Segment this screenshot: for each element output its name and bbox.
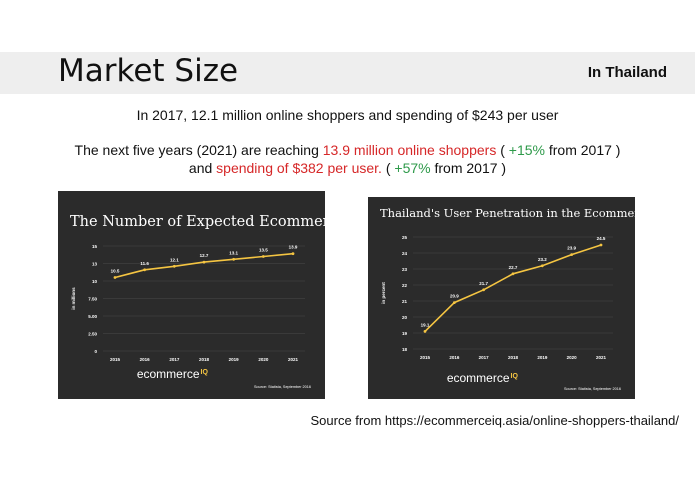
- data-point: [261, 255, 265, 258]
- forecast-line-1: The next five years (2021) are reaching …: [0, 141, 695, 159]
- x-tick-label: 2016: [449, 355, 460, 360]
- x-tick-label: 2018: [508, 355, 519, 360]
- chart-source-note: Source: Statista, September 2016: [564, 387, 621, 391]
- x-tick-label: 2015: [420, 355, 431, 360]
- slide-title: Market Size: [58, 53, 239, 89]
- forecast-text-3: from 2017 ): [544, 142, 621, 158]
- chart-source-note: Source: Statista, September 2016: [254, 385, 311, 389]
- x-tick-label: 2019: [537, 355, 548, 360]
- data-label: 13.5: [259, 248, 268, 253]
- data-label: 12.1: [170, 257, 179, 262]
- data-point: [570, 253, 574, 256]
- data-point: [423, 330, 427, 333]
- brand-logo-suffix: IQ: [511, 373, 519, 380]
- brand-logo-suffix: IQ: [201, 369, 209, 376]
- forecast-shoppers-growth: +15%: [508, 142, 545, 158]
- x-tick-label: 2015: [110, 357, 121, 362]
- forecast-text: The next five years (2021) are reaching …: [0, 141, 695, 177]
- series-line: [424, 244, 602, 332]
- x-tick-label: 2017: [479, 355, 490, 360]
- summary-text: In 2017, 12.1 million online shoppers an…: [136, 107, 559, 123]
- chart-expected-users: The Number of Expected Ecommerce Users 0 2…: [58, 191, 325, 399]
- y-tick-label: 24: [402, 251, 408, 256]
- data-point: [511, 272, 515, 276]
- y-axis-label: in millions: [71, 287, 76, 310]
- y-tick-label: 0: [94, 349, 97, 354]
- forecast-shoppers: 13.9 million online shoppers: [322, 142, 497, 158]
- data-point: [540, 264, 544, 268]
- data-label: 23.9: [567, 246, 576, 251]
- y-tick-label: 2.50: [88, 332, 97, 337]
- source-text: Source from https://ecommerceiq.asia/onl…: [310, 413, 679, 428]
- y-tick-label: 18: [402, 347, 408, 352]
- data-point: [143, 268, 147, 272]
- data-point: [452, 301, 456, 304]
- brand-logo: ecommerce: [447, 371, 510, 385]
- data-point: [202, 260, 206, 264]
- data-point: [172, 264, 176, 268]
- y-tick-label: 13: [92, 262, 98, 267]
- forecast-text-2: (: [496, 142, 509, 158]
- y-tick-label: 23: [402, 267, 408, 272]
- data-label: 13.9: [289, 245, 298, 250]
- data-point: [232, 257, 236, 261]
- y-tick-label: 21: [402, 299, 408, 304]
- data-label: 10.5: [111, 269, 120, 274]
- data-point: [482, 288, 486, 292]
- forecast-text-5: (: [381, 160, 395, 176]
- region-label: In Thailand: [587, 64, 667, 81]
- brand-logo: ecommerce: [137, 367, 200, 381]
- data-label: 20.9: [450, 294, 459, 299]
- y-tick-label: 25: [402, 235, 408, 240]
- forecast-spending: spending of $382 per user.: [216, 160, 382, 176]
- x-tick-label: 2016: [140, 357, 151, 362]
- forecast-spending-growth: +57%: [394, 160, 431, 176]
- forecast-text-6: from 2017 ): [430, 160, 507, 176]
- data-point: [599, 243, 603, 247]
- y-tick-label: 20: [402, 315, 408, 320]
- chart-user-penetration-svg: Thailand's User Penetration in the Ecomm…: [380, 206, 635, 391]
- y-tick-label: 22: [402, 283, 408, 288]
- x-tick-label: 2020: [258, 357, 269, 362]
- data-label: 22.7: [509, 265, 518, 270]
- title-bar: [0, 52, 695, 94]
- x-tick-label: 2018: [199, 357, 210, 362]
- data-point: [291, 252, 295, 256]
- x-tick-label: 2021: [288, 357, 299, 362]
- chart-title: The Number of Expected Ecommerce Users: [70, 214, 325, 230]
- data-label: 12.7: [200, 253, 209, 258]
- y-tick-label: 19: [402, 331, 408, 336]
- data-label: 23.2: [538, 257, 547, 262]
- chart-expected-users-svg: The Number of Expected Ecommerce Users 0 2…: [70, 214, 325, 389]
- data-label: 19.1: [421, 322, 430, 327]
- y-tick-label: 7.50: [88, 297, 97, 302]
- chart-user-penetration: Thailand's User Penetration in the Ecomm…: [368, 197, 635, 399]
- x-tick-label: 2020: [567, 355, 578, 360]
- y-tick-label: 15: [92, 244, 98, 249]
- forecast-text-4: and: [188, 160, 217, 176]
- forecast-text-1: The next five years (2021) are reaching: [74, 142, 323, 158]
- data-label: 11.6: [140, 261, 149, 266]
- data-label: 21.7: [479, 281, 488, 286]
- y-tick-label: 5.00: [88, 314, 97, 319]
- forecast-line-2: and spending of $382 per user. ( +57% fr…: [0, 159, 695, 177]
- x-tick-label: 2019: [229, 357, 240, 362]
- data-point: [113, 276, 117, 279]
- x-tick-label: 2021: [596, 355, 607, 360]
- chart-title: Thailand's User Penetration in the Ecomm…: [380, 206, 635, 220]
- y-axis-label: in percent: [381, 282, 386, 304]
- y-tick-label: 10: [92, 279, 98, 284]
- data-label: 13.1: [229, 250, 238, 255]
- x-tick-label: 2017: [169, 357, 180, 362]
- data-label: 24.5: [597, 236, 606, 241]
